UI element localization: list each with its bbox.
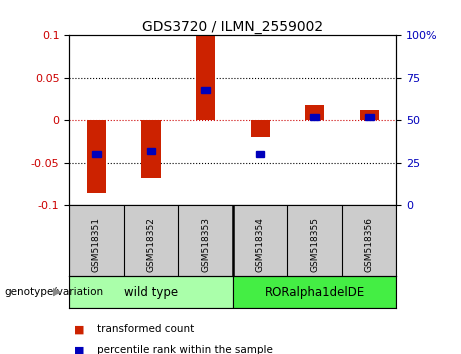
Bar [142,120,160,178]
Text: RORalpha1delDE: RORalpha1delDE [265,286,365,298]
Bar [69,276,233,308]
Text: GSM518351: GSM518351 [92,217,101,272]
Bar [360,110,379,120]
Bar [201,87,210,93]
Text: GSM518354: GSM518354 [255,217,265,272]
Text: GSM518352: GSM518352 [147,217,155,272]
Bar [256,151,265,158]
Bar [310,114,319,120]
Bar [365,114,373,120]
Bar [233,276,396,308]
Text: wild type: wild type [124,286,178,298]
Bar [87,120,106,193]
Text: GSM518356: GSM518356 [365,217,374,272]
Text: ▶: ▶ [53,287,62,297]
Bar [196,35,215,120]
Text: GSM518355: GSM518355 [310,217,319,272]
Bar [250,120,270,137]
Text: ■: ■ [74,324,84,334]
Bar [305,105,324,120]
Text: ■: ■ [74,346,84,354]
Text: GSM518353: GSM518353 [201,217,210,272]
Bar [92,151,101,158]
Bar [147,148,155,154]
Text: genotype/variation: genotype/variation [5,287,104,297]
Text: percentile rank within the sample: percentile rank within the sample [97,346,273,354]
Text: transformed count: transformed count [97,324,194,334]
Title: GDS3720 / ILMN_2559002: GDS3720 / ILMN_2559002 [142,21,323,34]
